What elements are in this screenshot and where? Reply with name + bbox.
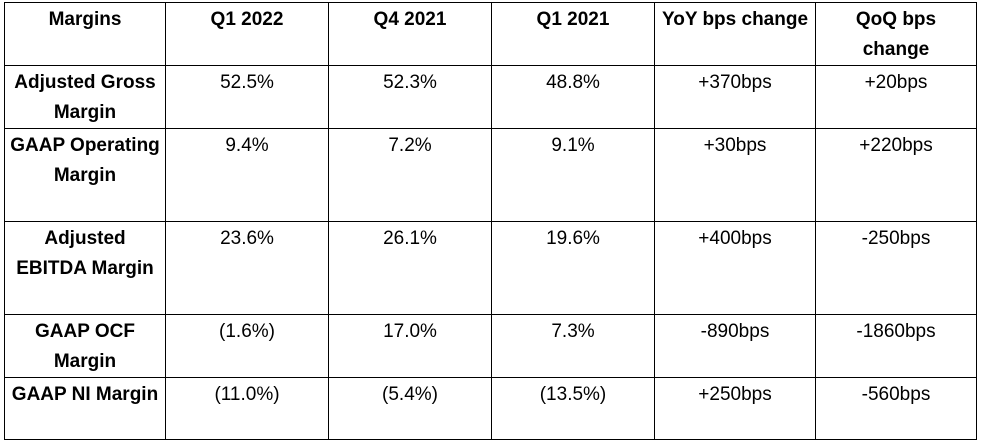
table-cell: 23.6% — [165, 221, 329, 315]
row-label-gaap-ocf-margin: GAAP OCF Margin — [4, 314, 166, 378]
table-cell: +220bps — [815, 128, 977, 222]
table-cell: 26.1% — [328, 221, 492, 315]
table-cell: (11.0%) — [165, 377, 329, 440]
table-cell: 19.6% — [491, 221, 655, 315]
table-cell: +250bps — [654, 377, 816, 440]
table-row: Adjusted EBITDA Margin 23.6% 26.1% 19.6%… — [4, 221, 977, 315]
table-cell: +370bps — [654, 65, 816, 129]
column-header-q1-2022: Q1 2022 — [165, 2, 329, 66]
table-cell: +20bps — [815, 65, 977, 129]
margins-table: Margins Q1 2022 Q4 2021 Q1 2021 YoY bps … — [4, 2, 977, 440]
row-label-gaap-ni-margin: GAAP NI Margin — [4, 377, 166, 440]
table-cell: -890bps — [654, 314, 816, 378]
table-cell: 17.0% — [328, 314, 492, 378]
table-row: Adjusted Gross Margin 52.5% 52.3% 48.8% … — [4, 65, 977, 129]
table-row: GAAP Operating Margin 9.4% 7.2% 9.1% +30… — [4, 128, 977, 222]
table-cell: -250bps — [815, 221, 977, 315]
table-cell: (13.5%) — [491, 377, 655, 440]
column-header-yoy-bps-change: YoY bps change — [654, 2, 816, 66]
table-header-row: Margins Q1 2022 Q4 2021 Q1 2021 YoY bps … — [4, 2, 977, 66]
table-cell: 52.3% — [328, 65, 492, 129]
row-label-adjusted-ebitda-margin: Adjusted EBITDA Margin — [4, 221, 166, 315]
table-cell: 52.5% — [165, 65, 329, 129]
table-row: GAAP OCF Margin (1.6%) 17.0% 7.3% -890bp… — [4, 314, 977, 378]
table-cell: (5.4%) — [328, 377, 492, 440]
table-cell: 48.8% — [491, 65, 655, 129]
table-cell: 7.3% — [491, 314, 655, 378]
table-cell: (1.6%) — [165, 314, 329, 378]
row-label-adjusted-gross-margin: Adjusted Gross Margin — [4, 65, 166, 129]
table-cell: 9.1% — [491, 128, 655, 222]
table-cell: 9.4% — [165, 128, 329, 222]
column-header-q1-2021: Q1 2021 — [491, 2, 655, 66]
table-cell: +400bps — [654, 221, 816, 315]
table-row: GAAP NI Margin (11.0%) (5.4%) (13.5%) +2… — [4, 377, 977, 440]
table-cell: -1860bps — [815, 314, 977, 378]
table-cell: -560bps — [815, 377, 977, 440]
row-label-gaap-operating-margin: GAAP Operating Margin — [4, 128, 166, 222]
column-header-q4-2021: Q4 2021 — [328, 2, 492, 66]
column-header-margins: Margins — [4, 2, 166, 66]
table-cell: +30bps — [654, 128, 816, 222]
column-header-qoq-bps-change: QoQ bps change — [815, 2, 977, 66]
table-cell: 7.2% — [328, 128, 492, 222]
